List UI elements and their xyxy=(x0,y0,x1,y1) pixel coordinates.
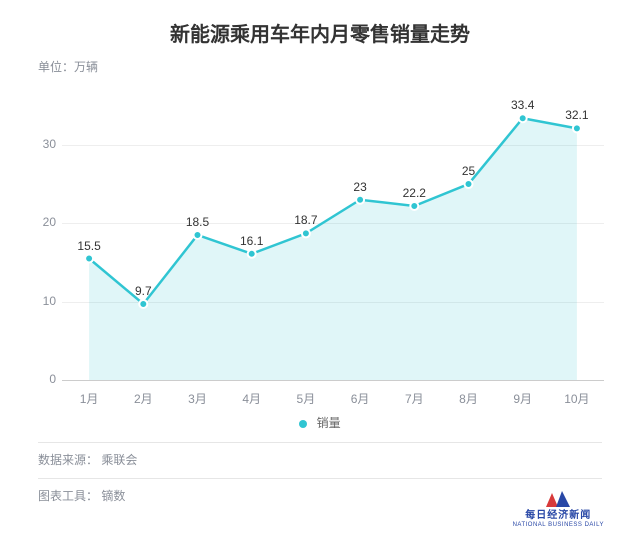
tool-value: 镝数 xyxy=(101,489,125,503)
tool-prefix: 图表工具： xyxy=(38,489,98,503)
x-tick-label: 1月 xyxy=(80,390,99,407)
source-prefix: 数据来源： xyxy=(38,453,98,467)
series-marker xyxy=(410,202,418,210)
data-label: 15.5 xyxy=(77,239,100,253)
legend: 销量 xyxy=(0,414,640,431)
series-marker xyxy=(573,124,581,132)
data-label: 23 xyxy=(353,180,366,194)
series-marker xyxy=(85,255,93,263)
x-tick-label: 8月 xyxy=(459,390,478,407)
x-tick-label: 9月 xyxy=(513,390,532,407)
data-label: 33.4 xyxy=(511,98,534,112)
legend-swatch xyxy=(299,420,307,428)
data-label: 18.7 xyxy=(294,213,317,227)
x-tick-label: 2月 xyxy=(134,390,153,407)
series-marker xyxy=(139,300,147,308)
x-tick-label: 4月 xyxy=(242,390,261,407)
series-marker xyxy=(356,196,364,204)
line-chart-svg xyxy=(0,0,640,382)
brand-line1: 每日经济新闻 xyxy=(513,511,604,522)
series-marker xyxy=(519,114,527,122)
data-label: 9.7 xyxy=(135,284,152,298)
legend-label: 销量 xyxy=(317,416,341,430)
x-tick-label: 3月 xyxy=(188,390,207,407)
series-area xyxy=(89,118,577,380)
series-marker xyxy=(465,180,473,188)
x-tick-label: 10月 xyxy=(564,390,589,407)
data-label: 16.1 xyxy=(240,234,263,248)
series-marker xyxy=(248,250,256,258)
x-tick-label: 6月 xyxy=(351,390,370,407)
source-value: 乘联会 xyxy=(101,453,137,467)
data-label: 18.5 xyxy=(186,215,209,229)
data-label: 32.1 xyxy=(565,108,588,122)
series-marker xyxy=(194,231,202,239)
brand-line2: NATIONAL BUSINESS DAILY xyxy=(513,522,604,528)
data-source: 数据来源： 乘联会 xyxy=(38,442,602,468)
x-tick-label: 5月 xyxy=(297,390,316,407)
chart-container: 新能源乘用车年内月零售销量走势 单位：万辆 0102030 1月2月3月4月5月… xyxy=(0,0,640,544)
data-label: 25 xyxy=(462,164,475,178)
data-label: 22.2 xyxy=(403,186,426,200)
x-tick-label: 7月 xyxy=(405,390,424,407)
brand-icon xyxy=(544,489,572,509)
brand-logo: 每日经济新闻 NATIONAL BUSINESS DAILY xyxy=(513,489,604,528)
series-marker xyxy=(302,229,310,237)
